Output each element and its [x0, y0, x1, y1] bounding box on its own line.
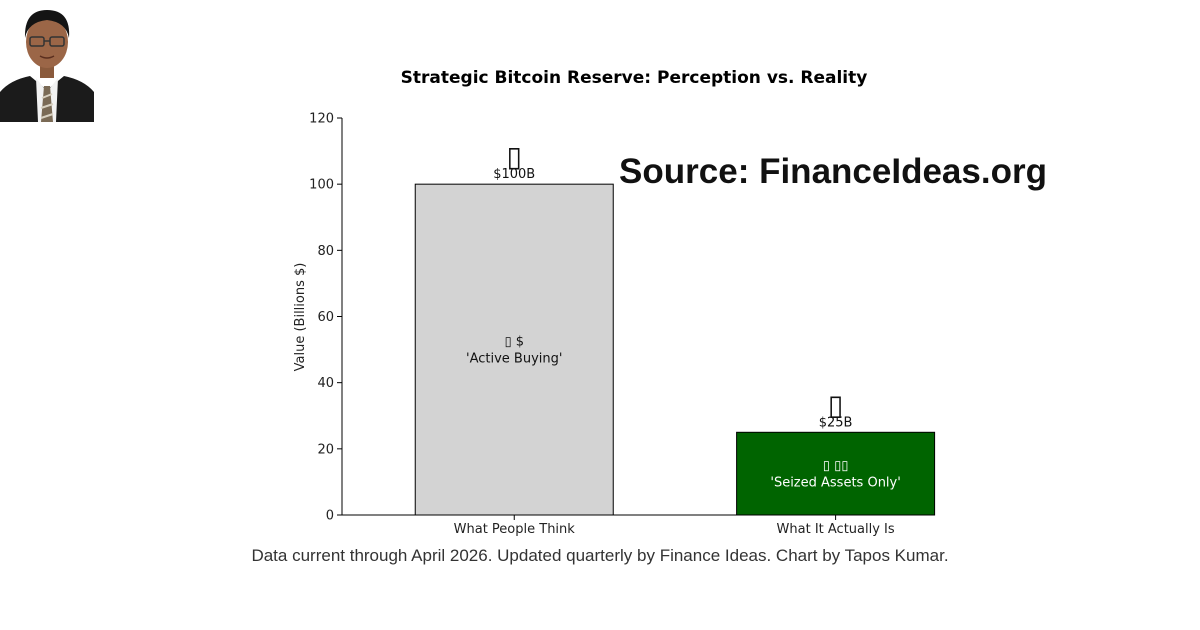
x-axis: What People Think What It Actually Is — [342, 514, 926, 537]
y-axis-label: Value (Billions $) — [293, 263, 308, 372]
footnote: Data current through April 2026. Updated… — [251, 546, 949, 565]
y-tick-label: 80 — [317, 244, 334, 259]
y-tick-label: 60 — [317, 310, 334, 325]
y-tick-label: 0 — [326, 509, 334, 524]
x-tick-label: What It Actually Is — [777, 522, 895, 537]
bar-value-label: $100B — [493, 167, 535, 182]
bar-value-label: $25B — [819, 415, 853, 430]
bar-symbol: ▯ — [507, 140, 522, 173]
bar-symbol: ▯ — [828, 388, 843, 421]
source-watermark: Source: FinanceIdeas.org — [619, 152, 1047, 191]
bars: $100B▯▯ $'Active Buying'$25B▯▯ ▯▯'Seized… — [414, 140, 936, 516]
y-tick-label: 120 — [309, 112, 334, 127]
y-tick-label: 100 — [309, 178, 334, 193]
bar-inner-label-line1: ▯ $ — [504, 335, 524, 350]
author-avatar — [0, 0, 94, 122]
bar — [414, 183, 614, 516]
chart-title: Strategic Bitcoin Reserve: Perception vs… — [401, 68, 868, 88]
y-tick-label: 40 — [317, 376, 334, 391]
bar-inner-label-line1: ▯ ▯▯ — [823, 459, 849, 474]
y-tick-label: 20 — [317, 442, 334, 457]
bar-inner-label-line2: 'Active Buying' — [466, 352, 562, 367]
bar-inner-label-line2: 'Seized Assets Only' — [770, 476, 900, 491]
y-axis: 0 20 40 60 80 100 120 — [309, 112, 343, 524]
x-tick-label: What People Think — [454, 522, 576, 537]
